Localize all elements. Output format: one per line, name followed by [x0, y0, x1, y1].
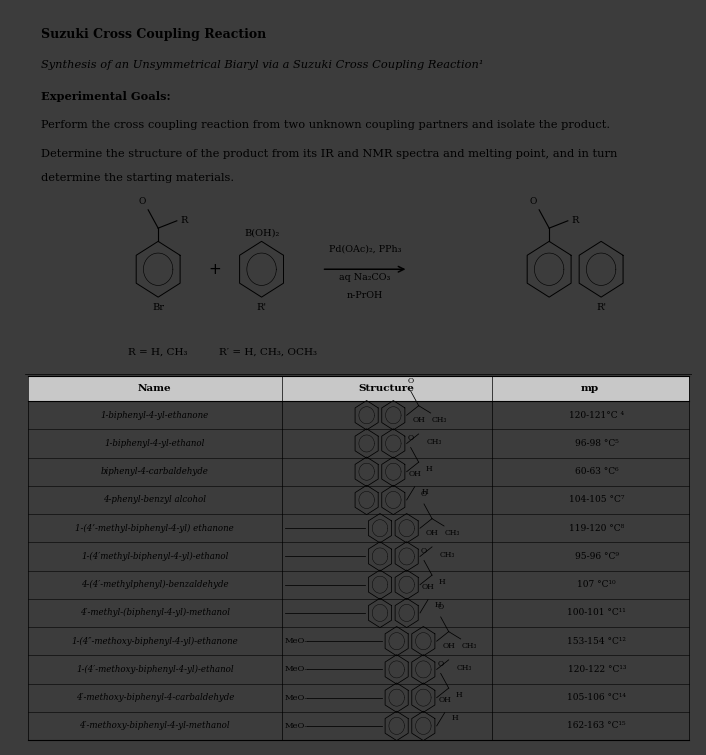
Text: R = H, CH₃: R = H, CH₃ — [128, 348, 188, 357]
Text: O: O — [407, 433, 414, 442]
Text: Synthesis of an Unsymmetrical Biaryl via a Suzuki Cross Coupling Reaction¹: Synthesis of an Unsymmetrical Biaryl via… — [42, 60, 484, 69]
Text: 120-121°C ⁴: 120-121°C ⁴ — [569, 411, 624, 420]
Text: 1-(4’-methyl-biphenyl-4-yl) ethanone: 1-(4’-methyl-biphenyl-4-yl) ethanone — [76, 524, 234, 533]
Text: Experimental Goals:: Experimental Goals: — [42, 91, 171, 102]
Text: MeO–: MeO– — [285, 722, 309, 730]
Text: biphenyl-4-carbaldehyde: biphenyl-4-carbaldehyde — [101, 467, 209, 476]
Text: 107 °C¹⁰: 107 °C¹⁰ — [578, 580, 616, 589]
Text: O: O — [139, 197, 146, 206]
Text: CH₃: CH₃ — [462, 642, 477, 650]
Text: 162-163 °C¹⁵: 162-163 °C¹⁵ — [568, 721, 626, 730]
Text: O: O — [407, 378, 414, 385]
Text: 119-120 °C⁸: 119-120 °C⁸ — [569, 524, 624, 533]
Text: 1-(4′-methoxy-biphenyl-4-yl)-ethanol: 1-(4′-methoxy-biphenyl-4-yl)-ethanol — [76, 665, 234, 674]
Text: O: O — [421, 547, 427, 555]
Text: OH: OH — [412, 416, 425, 424]
Text: 4-(4′-methylphenyl)-benzaldehyde: 4-(4′-methylphenyl)-benzaldehyde — [81, 580, 229, 589]
Text: R': R' — [256, 303, 267, 312]
Text: aq Na₂CO₃: aq Na₂CO₃ — [340, 273, 390, 282]
Text: Suzuki Cross Coupling Reaction: Suzuki Cross Coupling Reaction — [42, 28, 267, 42]
Text: 60-63 °C⁶: 60-63 °C⁶ — [575, 467, 618, 476]
Text: Name: Name — [138, 384, 172, 393]
Text: CH₃: CH₃ — [440, 551, 455, 559]
Text: Br: Br — [152, 303, 164, 312]
Text: R': R' — [596, 303, 606, 312]
Text: +: + — [208, 262, 221, 277]
Text: CH₃: CH₃ — [431, 416, 447, 424]
Text: determine the starting materials.: determine the starting materials. — [42, 174, 234, 183]
Text: 4-phenyl-benzyl alcohol: 4-phenyl-benzyl alcohol — [103, 495, 206, 504]
Text: CH₃: CH₃ — [445, 529, 460, 537]
Text: H: H — [425, 465, 432, 473]
Text: Perform the cross coupling reaction from two unknown coupling partners and isola: Perform the cross coupling reaction from… — [42, 120, 611, 130]
Text: R: R — [180, 216, 188, 225]
Text: 1-(4″-methoxy-biphenyl-4-yl)-ethanone: 1-(4″-methoxy-biphenyl-4-yl)-ethanone — [71, 636, 238, 646]
Text: 96-98 °C⁵: 96-98 °C⁵ — [575, 439, 618, 448]
Text: B(OH)₂: B(OH)₂ — [244, 229, 279, 238]
Text: O: O — [438, 660, 444, 667]
Text: OH: OH — [421, 583, 434, 591]
Text: OH: OH — [438, 696, 451, 704]
Text: H: H — [435, 601, 441, 609]
Text: 1-biphenyl-4-yl-ethanone: 1-biphenyl-4-yl-ethanone — [101, 411, 209, 420]
Text: MeO–: MeO– — [285, 665, 309, 673]
Text: n-PrOH: n-PrOH — [347, 291, 383, 300]
Text: H: H — [421, 488, 428, 496]
Bar — [28, 376, 688, 401]
Text: O: O — [421, 490, 427, 498]
Text: 153-154 °C¹²: 153-154 °C¹² — [568, 636, 626, 646]
Text: R: R — [571, 216, 578, 225]
Text: O: O — [530, 197, 537, 206]
Text: 120-122 °C¹³: 120-122 °C¹³ — [568, 665, 626, 674]
Text: O: O — [438, 603, 444, 611]
Text: 100-101 °C¹¹: 100-101 °C¹¹ — [568, 609, 626, 618]
Text: R′ = H, CH₃, OCH₃: R′ = H, CH₃, OCH₃ — [220, 348, 317, 357]
Text: 105-106 °C¹⁴: 105-106 °C¹⁴ — [568, 693, 626, 702]
Text: mp: mp — [581, 384, 599, 393]
Text: Structure: Structure — [359, 384, 414, 393]
Text: CH₃: CH₃ — [426, 439, 442, 446]
Text: 4′-methoxy-biphenyl-4-yl-methanol: 4′-methoxy-biphenyl-4-yl-methanol — [80, 721, 230, 730]
Text: 104-105 °C⁷: 104-105 °C⁷ — [569, 495, 625, 504]
Text: OH: OH — [443, 642, 455, 649]
Text: 4′-methoxy-biphenyl-4-carbaldehyde: 4′-methoxy-biphenyl-4-carbaldehyde — [76, 693, 234, 702]
Text: H: H — [451, 714, 458, 722]
Text: Determine the structure of the product from its IR and NMR spectra and melting p: Determine the structure of the product f… — [42, 149, 618, 159]
Text: 95-96 °C⁹: 95-96 °C⁹ — [575, 552, 618, 561]
Text: H: H — [455, 691, 462, 699]
Text: 4′-methyl-(biphenyl-4-yl)-methanol: 4′-methyl-(biphenyl-4-yl)-methanol — [80, 609, 230, 618]
Text: OH: OH — [408, 470, 421, 478]
Text: 1-(4′methyl-biphenyl-4-yl)-ethanol: 1-(4′methyl-biphenyl-4-yl)-ethanol — [81, 552, 229, 561]
Text: H: H — [438, 578, 445, 586]
Text: Pd(OAc)₂, PPh₃: Pd(OAc)₂, PPh₃ — [329, 244, 401, 253]
Text: CH₃: CH₃ — [457, 664, 472, 672]
Text: 1-biphenyl-4-yl-ethanol: 1-biphenyl-4-yl-ethanol — [104, 439, 205, 448]
Text: MeO–: MeO– — [285, 637, 309, 646]
Text: MeO–: MeO– — [285, 694, 309, 701]
Text: OH: OH — [426, 528, 438, 537]
